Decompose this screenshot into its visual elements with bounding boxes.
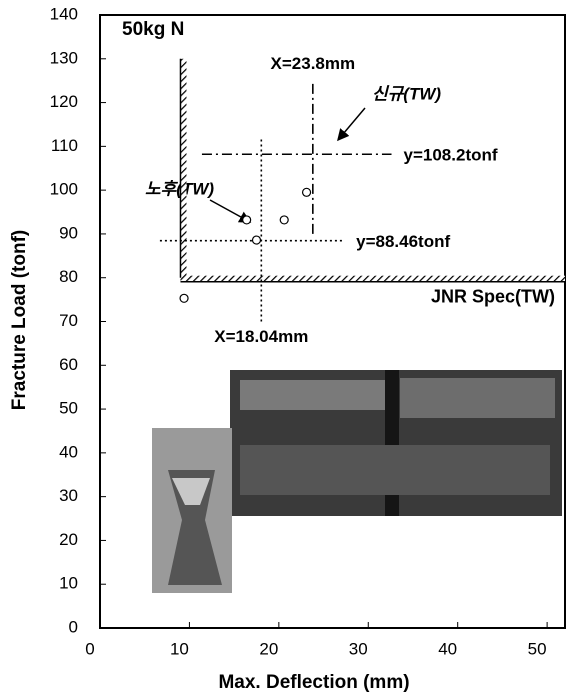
data-point (303, 188, 311, 196)
y-tick-label: 80 (59, 267, 78, 286)
chart: 50kg N Max. Deflection (mm) Fracture Loa… (0, 0, 581, 693)
annotation: 신규(TW) (372, 84, 441, 103)
arrow (338, 108, 365, 140)
data-point (252, 236, 260, 244)
y-tick-label: 30 (59, 486, 78, 505)
x-tick-label: 40 (438, 639, 457, 658)
y-tick-label: 110 (51, 136, 78, 155)
reference-label: X=23.8mm (271, 54, 356, 73)
reference-label: y=108.2tonf (404, 146, 498, 165)
data-point (180, 294, 188, 302)
data-point (280, 216, 288, 224)
x-axis-label: Max. Deflection (mm) (218, 672, 409, 693)
annotation: 노후(TW) (145, 179, 214, 198)
spec-label: JNR Spec(TW) (431, 286, 555, 306)
y-tick-label: 40 (59, 442, 78, 461)
x-tick-label: 20 (259, 639, 278, 658)
y-tick-label: 100 (50, 180, 78, 199)
y-tick-label: 50 (59, 399, 78, 418)
y-tick-label: 140 (50, 4, 78, 23)
y-axis-label: Fracture Load (tonf) (9, 230, 30, 411)
x-tick-label: 10 (170, 639, 189, 658)
reference-label: X=18.04mm (214, 327, 308, 346)
y-tick-label: 70 (59, 311, 78, 330)
y-tick-label: 130 (50, 48, 78, 67)
x-tick-label: 0 (85, 639, 94, 658)
spec-boundary-vertical (180, 59, 186, 278)
chart-title: 50kg N (122, 19, 184, 40)
reference-label: y=88.46tonf (356, 232, 450, 251)
y-tick-label: 120 (50, 92, 78, 111)
data-point (243, 216, 251, 224)
y-tick-label: 60 (59, 355, 78, 374)
x-tick-label: 50 (528, 639, 547, 658)
y-tick-label: 0 (69, 617, 78, 636)
x-tick-label: 30 (349, 639, 368, 658)
y-tick-label: 90 (59, 223, 78, 242)
y-tick-label: 10 (59, 574, 78, 593)
spec-boundary-horizontal (180, 276, 565, 282)
photo-right (230, 370, 562, 516)
photo-left (152, 428, 232, 593)
y-tick-label: 20 (59, 530, 78, 549)
